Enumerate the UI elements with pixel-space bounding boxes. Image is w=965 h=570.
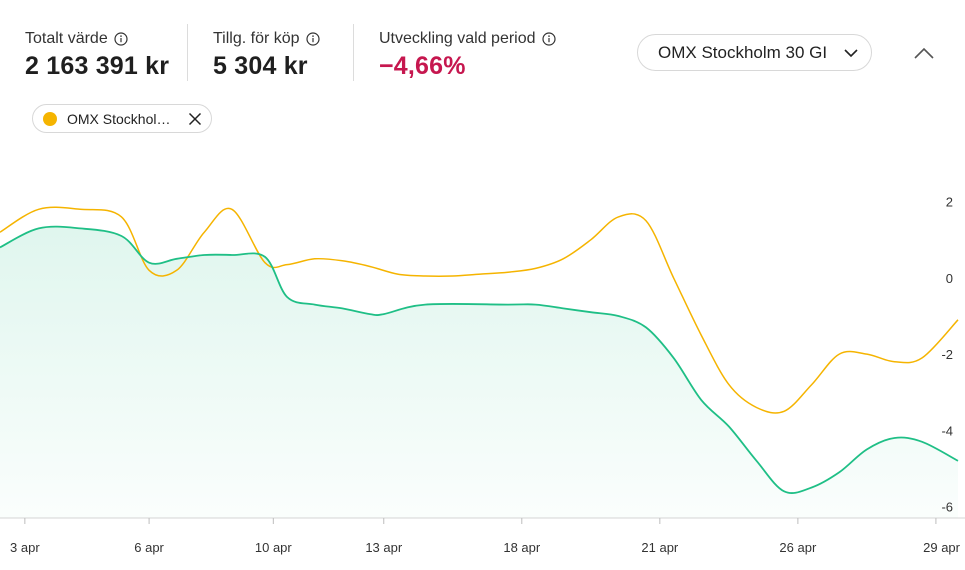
comparison-index-select[interactable]: OMX Stockholm 30 GI bbox=[637, 34, 872, 71]
chevron-down-icon bbox=[844, 49, 858, 58]
y-tick-label: -6 bbox=[941, 500, 953, 515]
stat-available: Tillg. för köp 5 304 kr bbox=[213, 30, 320, 81]
legend-chip-index[interactable]: OMX Stockhol… bbox=[32, 104, 212, 133]
y-tick-label: -4 bbox=[941, 423, 953, 438]
stat-total-value: Totalt värde 2 163 391 kr bbox=[25, 30, 169, 81]
stat-development: Utveckling vald period −4,66% bbox=[379, 30, 556, 81]
x-tick-label: 18 apr bbox=[503, 540, 541, 555]
info-icon[interactable] bbox=[305, 32, 320, 46]
x-tick-label: 29 apr bbox=[923, 540, 961, 555]
x-tick-label: 26 apr bbox=[779, 540, 817, 555]
x-tick-label: 3 apr bbox=[10, 540, 40, 555]
portfolio-stats: Totalt värde 2 163 391 kr Tillg. för köp… bbox=[0, 0, 965, 100]
y-tick-label: 0 bbox=[946, 271, 953, 286]
info-icon[interactable] bbox=[541, 32, 556, 46]
x-tick-label: 10 apr bbox=[255, 540, 293, 555]
stat-available-label: Tillg. för köp bbox=[213, 30, 300, 47]
legend-chip-label: OMX Stockhol… bbox=[67, 110, 171, 127]
divider bbox=[187, 24, 188, 81]
x-tick-label: 13 apr bbox=[365, 540, 403, 555]
comparison-index-selected: OMX Stockholm 30 GI bbox=[658, 42, 828, 62]
divider bbox=[353, 24, 354, 81]
stat-available-amount: 5 304 kr bbox=[213, 52, 308, 80]
series-line-index[interactable] bbox=[0, 206, 959, 414]
x-tick-label: 21 apr bbox=[641, 540, 679, 555]
stat-development-percent: −4,66% bbox=[379, 52, 466, 80]
stat-total-value-amount: 2 163 391 kr bbox=[25, 52, 170, 80]
stat-development-label: Utveckling vald period bbox=[379, 30, 536, 47]
legend-color-dot bbox=[43, 111, 57, 126]
x-tick-label: 6 apr bbox=[134, 540, 164, 555]
series-area-portfolio bbox=[0, 226, 958, 518]
info-icon[interactable] bbox=[114, 32, 128, 46]
series-line-portfolio[interactable] bbox=[0, 225, 959, 494]
stat-total-value-label: Totalt värde bbox=[25, 30, 108, 47]
y-tick-label: 2 bbox=[946, 195, 953, 210]
chevron-up-icon bbox=[914, 47, 934, 59]
close-icon[interactable] bbox=[187, 111, 203, 127]
collapse-chart-button[interactable] bbox=[910, 40, 938, 68]
y-tick-label: -2 bbox=[941, 347, 953, 362]
